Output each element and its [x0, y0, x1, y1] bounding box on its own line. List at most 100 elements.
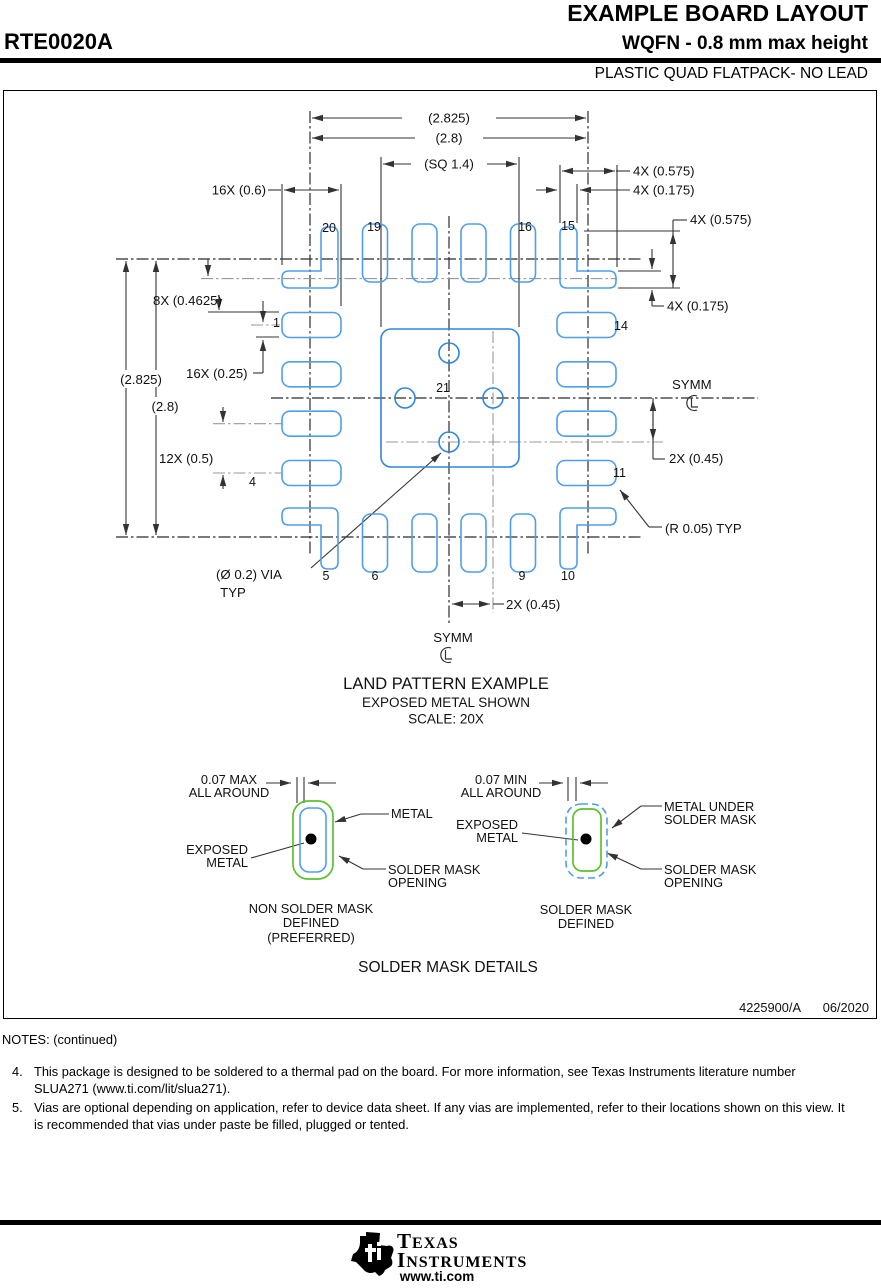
centerline-symbol-icon-right: [686, 394, 698, 412]
pad-6: [361, 513, 389, 573]
nsmd-metal-outline: [299, 807, 327, 873]
smd-opening-line1: SOLDER MASK: [664, 862, 757, 877]
notes-section: NOTES: (continued) 4. This package is de…: [0, 1031, 875, 1135]
pad-9: [509, 513, 537, 573]
package-subtitle: PLASTIC QUAD FLATPACK- NO LEAD: [594, 65, 868, 82]
package-type: WQFN - 0.8 mm max height: [622, 33, 868, 54]
nsmd-metal-label: METAL: [391, 806, 433, 821]
dim-overall-width: (2.825): [428, 111, 470, 126]
pin-label-19: 19: [367, 220, 381, 234]
nsmd-exposed-metal-dot: [305, 833, 317, 845]
pad-11: [556, 459, 617, 487]
nsmd-opening-line2: OPENING: [388, 875, 447, 890]
dim-corner-pad-length-right: 4X (0.575): [690, 212, 752, 227]
pin-label-5: 5: [323, 569, 330, 583]
dim-via-offset-right: 2X (0.45): [669, 451, 723, 466]
dim-via-line1: (Ø 0.2) VIA: [216, 567, 282, 582]
via-top: [438, 342, 460, 364]
solder-mask-labels: 0.07 MAX ALL AROUND METAL EXPOSED METAL …: [186, 772, 757, 945]
pin-label-15: 15: [561, 219, 575, 233]
caption-sub1: EXPOSED METAL SHOWN: [362, 695, 530, 710]
pad-12: [556, 410, 617, 438]
smd-opening-line2: OPENING: [664, 875, 723, 890]
dim-pad-span-height: (2.8): [151, 399, 178, 414]
caption-sub2: SCALE: 20X: [408, 712, 484, 727]
dim-thermal-pad: (SQ 1.4): [424, 157, 474, 172]
pad-4: [281, 459, 342, 487]
dim-corner-radius: (R 0.05) TYP: [665, 521, 742, 536]
centerlines: [116, 111, 758, 626]
pad-2: [281, 360, 342, 388]
dim-via-line2: TYP: [220, 585, 246, 600]
dimension-labels: (2.825) (2.8) (SQ 1.4) 4X (0.575) 4X (0.…: [120, 111, 751, 646]
corner-pad-5: [281, 507, 339, 570]
pad-17: [460, 223, 487, 283]
nsmd-dim-line1: 0.07 MAX: [201, 772, 258, 787]
pin-label-10: 10: [561, 569, 575, 583]
page-title: EXAMPLE BOARD LAYOUT: [567, 0, 868, 26]
pad-8: [460, 513, 487, 573]
pad-13: [556, 360, 617, 388]
smd-exposed-line2: METAL: [476, 830, 518, 845]
smd-mask-opening-outline: [572, 808, 602, 872]
corner-pad-15: [559, 226, 617, 289]
smd-exposed-metal-dot: [580, 833, 592, 845]
pin-label-16: 16: [518, 220, 532, 234]
nsmd-opening-line1: SOLDER MASK: [388, 862, 481, 877]
note-item-5: 5. Vias are optional depending on applic…: [0, 1099, 875, 1134]
note-number: 5.: [12, 1099, 23, 1115]
dim-pad-pitch: 12X (0.5): [159, 451, 213, 466]
smd-dim-line2: ALL AROUND: [461, 785, 542, 800]
pad-19: [361, 223, 389, 283]
nsmd-caption-line2: DEFINED: [283, 915, 339, 930]
dim-via-offset-bottom: 2X (0.45): [506, 597, 560, 612]
pin-label-9: 9: [519, 569, 526, 583]
note-text: Vias are optional depending on applicati…: [34, 1099, 845, 1133]
via-right: [482, 387, 504, 409]
smd-caption-line2: DEFINED: [558, 916, 614, 931]
corner-pad-10: [559, 507, 617, 570]
gray-extension-lines: [201, 278, 663, 613]
smd-metal-under-line2: SOLDER MASK: [664, 812, 757, 827]
note-item-4: 4. This package is designed to be solder…: [0, 1063, 875, 1098]
nsmd-mask-opening-outline: [292, 800, 334, 880]
smd-metal-under-mask-outline: [565, 803, 608, 879]
pad-18: [411, 223, 438, 283]
pin-label-20: 20: [322, 221, 336, 235]
pin-label-11: 11: [613, 466, 626, 480]
pin-label-1: 1: [273, 316, 280, 330]
nsmd-exposed-line2: METAL: [206, 855, 248, 870]
smd-dim-line1: 0.07 MIN: [475, 772, 527, 787]
pin-label-14: 14: [614, 319, 628, 333]
footer-rule: [0, 1220, 881, 1225]
note-number: 4.: [12, 1063, 23, 1079]
corner-pad-20: [281, 226, 339, 289]
symm-label-bottom: SYMM: [433, 630, 473, 645]
thermal-pad-group: [380, 328, 520, 468]
pin-label-4: 4: [249, 475, 256, 489]
part-number: RTE0020A: [4, 29, 113, 54]
nsmd-dim-line2: ALL AROUND: [189, 785, 270, 800]
dim-corner-pitch: 8X (0.4625): [153, 293, 222, 308]
ti-brand-line2: INSTRUMENTS: [397, 1248, 528, 1272]
dimension-lines: [122, 114, 687, 870]
pad-3: [281, 410, 342, 438]
pad-1: [281, 311, 342, 339]
perimeter-pads: [281, 223, 617, 573]
dim-pad-width: 16X (0.25): [186, 366, 248, 381]
label-backer: [102, 370, 182, 387]
doc-number: 4225900/A: [739, 1000, 801, 1015]
dim-corner-pad-width-right: 4X (0.175): [667, 299, 729, 314]
drawing-frame: (2.825) (2.8) (SQ 1.4) 4X (0.575) 4X (0.…: [3, 90, 877, 1019]
caption-title: LAND PATTERN EXAMPLE: [343, 675, 549, 693]
ti-texas-logo-icon: [351, 1232, 394, 1276]
dim-corner-pad-width-top: 4X (0.175): [633, 183, 695, 198]
dim-overall-height: (2.825): [120, 372, 162, 387]
pad-16: [509, 223, 537, 283]
pin-label-21: 21: [436, 381, 450, 395]
dim-pad-length: 16X (0.6): [212, 183, 266, 198]
via-bottom: [438, 431, 460, 453]
symm-label-right: SYMM: [672, 377, 712, 392]
pin-labels: 20 19 16 15 1 4 14 11 5 6 9 10 21: [249, 219, 628, 583]
note-text: This package is designed to be soldered …: [34, 1063, 796, 1097]
